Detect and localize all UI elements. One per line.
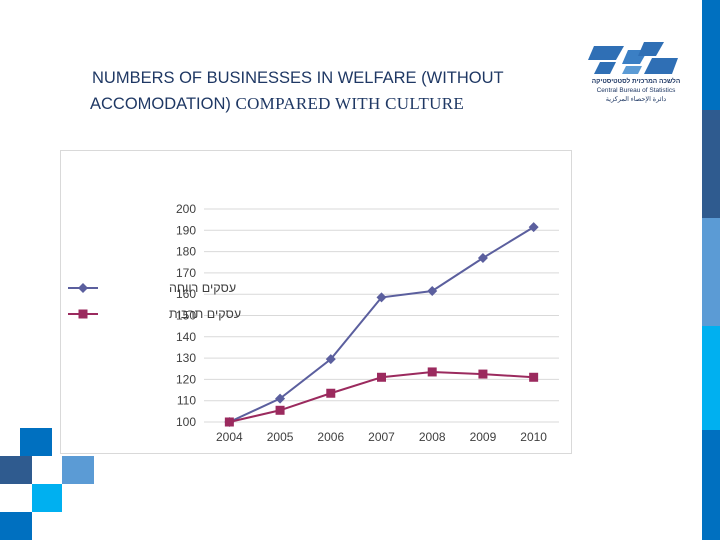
logo-caption: הלשכה המרכזית לסטטיסטיקה Central Bureau … [586,77,686,104]
y-tick-label: 180 [176,245,196,259]
data-point [427,286,438,297]
x-tick-label: 2008 [419,430,446,444]
data-point [275,393,286,404]
title-line-1: NUMBERS OF BUSINESSES IN WELFARE (WITHOU… [92,69,504,87]
legend-marker [78,309,88,319]
data-point [326,388,336,398]
deco-square-2 [0,456,32,484]
y-tick-label: 110 [177,394,196,408]
deco-bar-5 [702,430,720,540]
x-tick-label: 2005 [267,430,294,444]
deco-bar-3 [702,218,720,326]
data-point [224,417,234,427]
data-point [529,372,539,382]
y-tick-label: 170 [176,266,196,280]
y-tick-label: 100 [176,415,196,429]
deco-square-5 [0,512,32,540]
title-line-2a: ACCOMODATION) [90,95,236,113]
y-tick-label: 160 [176,287,196,301]
y-tick-label: 140 [176,330,196,344]
deco-bar-4 [702,326,720,430]
y-tick-label: 130 [176,351,196,365]
y-tick-label: 200 [176,202,196,216]
deco-square-3 [62,456,94,484]
logo-hebrew: הלשכה המרכזית לסטטיסטיקה [591,78,681,85]
data-point [427,367,437,377]
x-tick-label: 2004 [216,430,243,444]
series-line [228,226,535,423]
data-point [275,405,285,415]
data-point [325,354,336,365]
data-point [377,372,386,382]
legend-label: עסקים תרבות [169,307,241,321]
deco-square-1 [20,428,52,456]
deco-square-4 [32,484,62,512]
cbs-logo-icon [588,42,678,74]
data-point [528,222,539,233]
deco-bar-2 [702,110,720,218]
x-tick-label: 2006 [317,430,344,444]
logo-arabic: دائرة الإحصاء المركزية [605,96,667,103]
x-tick-label: 2007 [368,430,395,444]
x-tick-label: 2009 [470,430,497,444]
title-line-2b: COMPARED WITH CULTURE [235,94,465,113]
deco-bar-1 [702,0,720,110]
legend-marker [78,283,88,293]
y-tick-label: 150 [176,309,196,323]
y-tick-label: 120 [176,372,196,386]
slide-title: NUMBERS OF BUSINESSES IN WELFARE (WITHOU… [90,66,552,117]
logo-english: Central Bureau of Statistics [596,87,676,94]
data-point [478,369,488,379]
x-tick-label: 2010 [520,430,547,444]
data-point [376,292,387,303]
legend-label: עסקים רווחה [169,281,236,295]
line-chart: 100 110 120 130 140 150 160 170 180 190 200 2004 200… [68,202,559,444]
y-tick-label: 190 [176,223,196,237]
chart-frame: 100 110 120 130 140 150 160 170 180 190 200 2004 200… [60,150,572,454]
data-point [477,252,488,263]
